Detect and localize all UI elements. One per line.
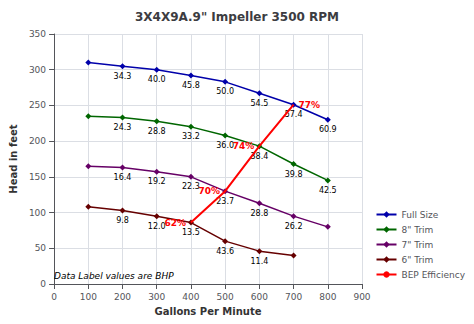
svg-text:77%: 77% bbox=[299, 100, 321, 110]
svg-text:23.7: 23.7 bbox=[216, 196, 235, 206]
svg-text:62%: 62% bbox=[164, 218, 186, 228]
svg-text:50.0: 50.0 bbox=[216, 87, 234, 96]
svg-text:Data Label values are BHP: Data Label values are BHP bbox=[54, 271, 174, 281]
svg-text:43.6: 43.6 bbox=[216, 247, 234, 256]
svg-text:800: 800 bbox=[319, 292, 336, 302]
svg-text:900: 900 bbox=[353, 292, 370, 302]
svg-text:200: 200 bbox=[29, 136, 46, 146]
svg-text:28.8: 28.8 bbox=[250, 209, 268, 218]
svg-text:300: 300 bbox=[29, 65, 46, 75]
svg-text:12.0: 12.0 bbox=[148, 222, 166, 231]
svg-text:54.5: 54.5 bbox=[250, 99, 268, 108]
svg-text:34.3: 34.3 bbox=[114, 72, 132, 81]
svg-text:33.2: 33.2 bbox=[182, 132, 200, 141]
svg-text:60.9: 60.9 bbox=[319, 125, 337, 134]
svg-text:Gallons Per Minute: Gallons Per Minute bbox=[155, 306, 262, 317]
svg-text:38.4: 38.4 bbox=[250, 151, 269, 161]
svg-text:600: 600 bbox=[251, 292, 268, 302]
svg-text:0: 0 bbox=[51, 292, 57, 302]
svg-text:500: 500 bbox=[217, 292, 234, 302]
svg-text:13.5: 13.5 bbox=[182, 228, 200, 237]
svg-text:300: 300 bbox=[148, 292, 165, 302]
svg-text:700: 700 bbox=[285, 292, 302, 302]
svg-text:22.3: 22.3 bbox=[182, 182, 200, 191]
svg-text:28.8: 28.8 bbox=[148, 127, 166, 136]
svg-text:26.2: 26.2 bbox=[285, 222, 303, 231]
svg-text:45.8: 45.8 bbox=[182, 81, 200, 90]
svg-text:19.2: 19.2 bbox=[148, 177, 166, 186]
svg-text:36.0: 36.0 bbox=[216, 141, 234, 150]
svg-text:Full Size: Full Size bbox=[401, 210, 438, 220]
svg-text:40.0: 40.0 bbox=[148, 75, 166, 84]
svg-text:74%: 74% bbox=[233, 141, 255, 151]
svg-text:100: 100 bbox=[29, 208, 46, 218]
svg-text:6" Trim: 6" Trim bbox=[401, 255, 433, 265]
svg-text:11.4: 11.4 bbox=[250, 257, 268, 266]
svg-text:16.4: 16.4 bbox=[114, 173, 132, 182]
svg-text:9.8: 9.8 bbox=[116, 216, 129, 225]
svg-text:BEP Efficiency: BEP Efficiency bbox=[401, 270, 465, 280]
svg-text:200: 200 bbox=[114, 292, 131, 302]
svg-text:Head in feet: Head in feet bbox=[8, 124, 19, 193]
svg-text:50: 50 bbox=[35, 243, 47, 253]
svg-text:42.5: 42.5 bbox=[319, 186, 337, 195]
svg-text:400: 400 bbox=[182, 292, 199, 302]
svg-text:0: 0 bbox=[40, 279, 46, 289]
svg-text:8" Trim: 8" Trim bbox=[401, 225, 433, 235]
svg-text:150: 150 bbox=[29, 172, 46, 182]
svg-text:250: 250 bbox=[29, 100, 46, 110]
svg-text:350: 350 bbox=[29, 29, 46, 39]
svg-text:7" Trim: 7" Trim bbox=[401, 240, 433, 250]
svg-text:57.4: 57.4 bbox=[284, 110, 303, 120]
svg-text:24.3: 24.3 bbox=[114, 123, 132, 132]
svg-text:39.8: 39.8 bbox=[285, 170, 303, 179]
svg-text:100: 100 bbox=[80, 292, 97, 302]
svg-text:70%: 70% bbox=[199, 186, 221, 196]
svg-text:3X4X9A.9" Impeller 3500 RPM: 3X4X9A.9" Impeller 3500 RPM bbox=[135, 10, 339, 24]
